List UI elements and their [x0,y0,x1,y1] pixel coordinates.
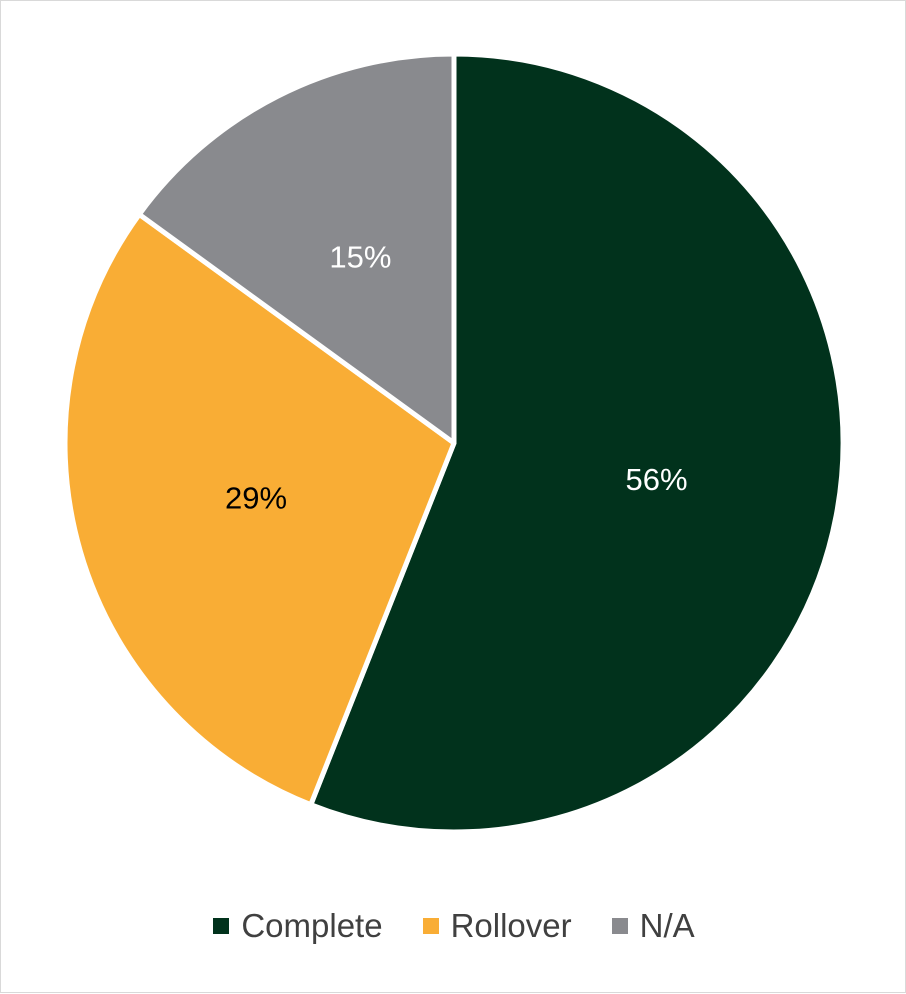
legend-swatch-na [611,918,628,934]
pie-labels: 56% 29% 15% [225,239,688,515]
legend-swatch-rollover [422,918,439,934]
legend-item-rollover[interactable]: Rollover [422,907,572,945]
pie-slice-rollover[interactable] [62,211,457,808]
pie-slices [62,51,846,835]
legend-swatch-complete [213,918,230,934]
legend-label-rollover: Rollover [450,907,572,944]
data-label-rollover: 29% [225,481,287,516]
legend-label-complete: Complete [241,907,383,944]
data-label-na: 15% [329,239,391,274]
pie-slice-complete[interactable] [308,51,846,835]
legend-item-na[interactable]: N/A [611,907,695,945]
legend: Complete Rollover N/A [1,901,906,951]
pie-slice-na[interactable] [136,51,457,446]
data-label-complete: 56% [625,462,687,497]
legend-item-complete[interactable]: Complete [213,907,383,945]
legend-label-na: N/A [639,907,695,944]
